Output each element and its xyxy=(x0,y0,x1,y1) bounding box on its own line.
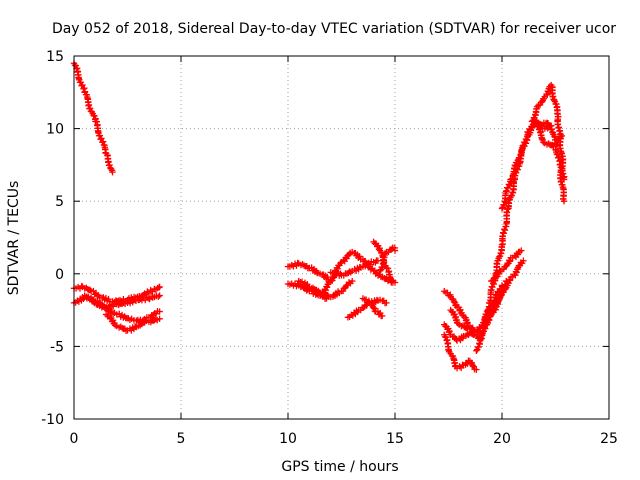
series-arc-5 xyxy=(102,308,163,334)
y-tick-label: 5 xyxy=(55,194,64,210)
plot-frame xyxy=(73,55,610,420)
data-point xyxy=(391,247,399,254)
series-arc-21 xyxy=(528,81,568,183)
data-point xyxy=(337,260,344,267)
data-point xyxy=(512,272,519,279)
data-point xyxy=(496,253,503,260)
data-point xyxy=(489,283,496,291)
data-point xyxy=(366,261,374,268)
data-point xyxy=(506,277,514,284)
data-point xyxy=(383,299,390,307)
y-tick-label: 0 xyxy=(55,267,64,283)
data-point xyxy=(473,366,480,373)
data-point xyxy=(86,286,94,294)
data-point xyxy=(349,277,356,285)
data-point xyxy=(99,138,107,145)
data-point xyxy=(520,257,527,264)
data-point xyxy=(548,122,555,129)
data-point xyxy=(523,136,531,144)
y-tick-label: -10 xyxy=(41,412,64,428)
data-markers xyxy=(70,60,568,373)
x-tick-label: 0 xyxy=(70,431,79,447)
series-arc-23 xyxy=(488,247,525,285)
data-point xyxy=(560,176,568,183)
series-arc-24 xyxy=(490,257,527,314)
x-axis-label: GPS time / hours xyxy=(281,459,398,475)
data-point xyxy=(484,307,491,314)
y-tick-label: 15 xyxy=(46,49,64,65)
data-point xyxy=(374,257,382,264)
axis-ticks: 0 5 10 15 20 25 -10 -5 0 5 10 15 xyxy=(41,49,618,447)
data-point xyxy=(528,118,536,125)
data-point xyxy=(155,293,162,300)
data-point xyxy=(389,279,397,286)
data-point xyxy=(98,135,105,142)
series-arc-20 xyxy=(498,118,555,212)
series-arc-9 xyxy=(316,248,399,299)
data-point xyxy=(294,259,301,267)
data-point xyxy=(558,132,566,140)
data-point xyxy=(322,286,329,294)
data-point xyxy=(137,295,144,303)
data-point xyxy=(551,96,558,104)
data-point xyxy=(512,162,519,170)
data-point xyxy=(473,347,480,354)
x-tick-label: 10 xyxy=(279,431,297,447)
data-point xyxy=(560,198,568,205)
data-point xyxy=(324,273,331,281)
data-point xyxy=(479,328,486,336)
data-point xyxy=(345,279,353,286)
data-point xyxy=(378,312,386,320)
data-point xyxy=(374,272,382,279)
series-arc-6 xyxy=(284,259,334,284)
data-point xyxy=(488,277,495,285)
series-arc-8 xyxy=(295,277,356,301)
series-arc-12 xyxy=(376,244,399,275)
y-axis-label: SDTVAR / TECUs xyxy=(6,181,22,296)
data-point xyxy=(554,138,562,146)
series-arc-14 xyxy=(359,295,386,320)
data-point xyxy=(508,175,516,182)
data-point xyxy=(490,306,497,314)
data-point xyxy=(156,283,163,291)
data-point xyxy=(376,267,384,275)
data-point xyxy=(156,292,163,299)
data-point xyxy=(514,166,521,173)
data-point xyxy=(502,285,509,293)
data-point xyxy=(463,324,470,331)
data-point xyxy=(106,161,113,169)
data-point xyxy=(506,258,514,265)
data-point xyxy=(375,246,383,253)
data-point xyxy=(86,105,94,112)
grid-lines xyxy=(74,56,609,419)
data-point xyxy=(356,253,363,260)
chart-title: Day 052 of 2018, Sidereal Day-to-day VTE… xyxy=(52,21,616,37)
data-point xyxy=(498,205,506,212)
x-tick-label: 15 xyxy=(386,431,404,447)
data-point xyxy=(156,315,163,323)
x-tick-label: 25 xyxy=(600,431,618,447)
data-point xyxy=(506,181,513,189)
x-tick-label: 20 xyxy=(493,431,511,447)
data-point xyxy=(544,125,551,132)
data-point xyxy=(464,319,471,326)
data-point xyxy=(518,247,525,254)
series-arc-10 xyxy=(327,257,382,279)
data-point xyxy=(495,270,503,278)
data-point xyxy=(469,328,476,335)
data-point xyxy=(142,317,149,324)
data-point xyxy=(316,292,324,299)
data-point xyxy=(156,308,163,315)
x-tick-label: 5 xyxy=(177,431,186,447)
y-tick-label: -5 xyxy=(50,339,64,355)
series-arc-17 xyxy=(441,331,480,373)
y-tick-label: 10 xyxy=(46,122,64,138)
data-point xyxy=(381,250,389,257)
series-arc-1 xyxy=(70,60,116,176)
data-point xyxy=(109,168,116,176)
series-arc-22 xyxy=(533,121,566,150)
